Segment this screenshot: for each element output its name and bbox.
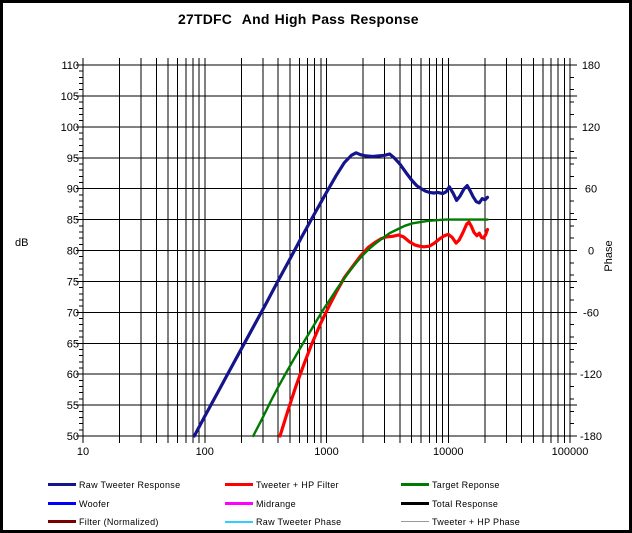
db-tick-label: 70 <box>67 307 79 319</box>
db-tick-label: 85 <box>67 215 79 227</box>
phase-tick-label: -180 <box>580 431 602 443</box>
db-tick-label: 105 <box>61 91 79 103</box>
phase-tick-label: 0 <box>588 246 594 258</box>
db-tick-label: 55 <box>67 400 79 412</box>
db-tick-label: 90 <box>67 184 79 196</box>
freq-tick-label: 1000 <box>314 446 338 458</box>
curve-tweeter-hp-filter <box>278 220 490 438</box>
db-tick-label: 65 <box>67 338 79 350</box>
phase-tick-label: -120 <box>580 369 602 381</box>
phase-tick-label: 60 <box>585 184 597 196</box>
db-tick-label: 95 <box>67 153 79 165</box>
plot-area: 110 105 100 95 90 85 80 75 70 65 60 55 50 180 120 60 0 -6… <box>61 58 602 458</box>
phase-tick-label: 180 <box>582 60 600 72</box>
curve-raw-tweeter-response <box>192 151 490 438</box>
chart-title: 27TDFC And High Pass Response <box>178 11 419 27</box>
phase-tick-label: 120 <box>582 122 600 134</box>
freq-tick-label: 10 <box>77 446 89 458</box>
db-tick-label: 110 <box>61 60 79 72</box>
db-tick-label: 50 <box>67 431 79 443</box>
freq-tick-label: 100000 <box>552 446 589 458</box>
db-axis-label: dB <box>15 237 29 249</box>
freq-tick-label: 10000 <box>433 446 464 458</box>
db-tick-label: 80 <box>67 246 79 258</box>
phase-tick-label: -60 <box>583 307 599 319</box>
db-tick-label: 60 <box>67 369 79 381</box>
freq-tick-label: 100 <box>196 446 214 458</box>
db-tick-label: 100 <box>61 122 79 134</box>
db-tick-label: 75 <box>67 276 79 288</box>
curve-target-reponse <box>251 218 489 438</box>
